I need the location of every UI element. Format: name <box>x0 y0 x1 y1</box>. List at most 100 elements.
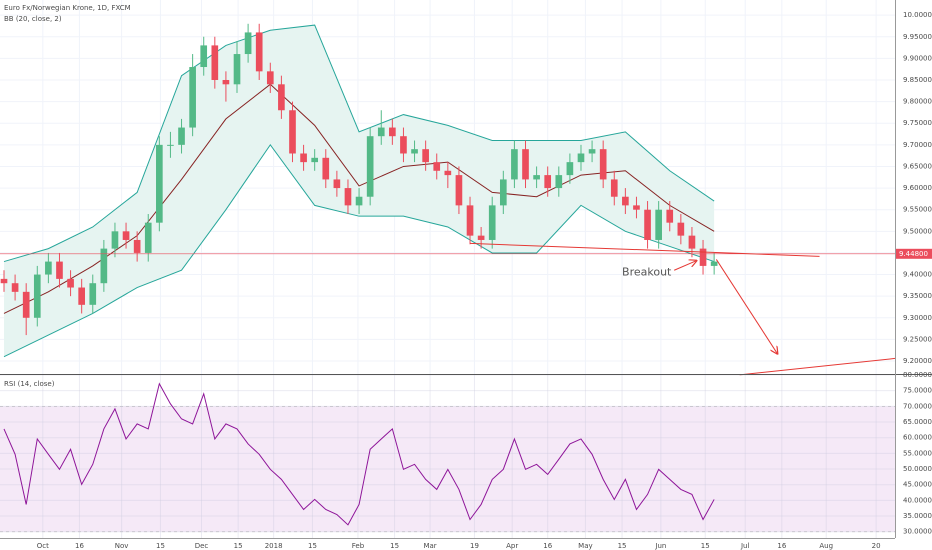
drawn-arrow <box>715 259 777 353</box>
y-tick-label: 9.55000 <box>903 206 932 214</box>
x-tick-label: Oct <box>37 542 49 550</box>
x-tick-label: Aug <box>819 542 833 550</box>
candle-body <box>144 222 152 253</box>
candle-body <box>200 45 208 68</box>
y-tick-label: 9.85000 <box>903 76 932 84</box>
candle-body <box>255 32 263 72</box>
candle-body <box>644 209 651 240</box>
x-tick-label: 20 <box>872 542 881 550</box>
candle-body <box>622 196 629 206</box>
x-tick-label: 15 <box>701 542 710 550</box>
y-tick-label: 9.20000 <box>903 357 932 365</box>
candle-body <box>610 179 618 197</box>
x-tick-label: Jul <box>740 542 750 550</box>
candle-body <box>522 149 529 180</box>
candle-body <box>455 175 463 206</box>
candle-body <box>178 127 185 145</box>
x-tick-label: 15 <box>618 542 627 550</box>
y-tick-label: 9.25000 <box>903 335 932 343</box>
y-tick-label: 9.75000 <box>903 119 932 127</box>
x-tick-label: 2018 <box>265 542 283 550</box>
candle-body <box>0 278 8 284</box>
candle-body <box>278 84 285 111</box>
drawn-line <box>739 357 896 376</box>
candle-body <box>156 144 163 223</box>
candle-body <box>688 235 696 249</box>
candle-body <box>167 144 174 146</box>
y-tick-label: 9.95000 <box>903 33 932 41</box>
y-tick-label: 35.0000 <box>903 512 932 520</box>
y-tick-label: 9.40000 <box>903 271 932 279</box>
candle-body <box>710 261 718 266</box>
x-tick-label: Apr <box>506 542 518 550</box>
bb-middle <box>3 83 715 314</box>
x-tick-label: 15 <box>234 542 243 550</box>
y-tick-label: 9.30000 <box>903 314 932 322</box>
drawn-line <box>470 242 820 257</box>
candle-body <box>244 32 252 55</box>
y-tick-label: 30.0000 <box>903 528 932 536</box>
y-tick-label: 75.0000 <box>903 387 932 395</box>
candle-body <box>22 291 30 318</box>
candle-body <box>322 157 330 180</box>
x-tick-label: Nov <box>115 542 129 550</box>
candle-body <box>289 110 296 154</box>
y-tick-label: 45.0000 <box>903 481 932 489</box>
x-tick-label: Feb <box>352 542 365 550</box>
x-tick-label: 15 <box>390 542 399 550</box>
candle-body <box>566 162 574 176</box>
x-tick-label: Jun <box>654 542 666 550</box>
candle-body <box>666 209 674 223</box>
bb-lower <box>3 143 715 358</box>
x-tick-label: 15 <box>308 542 317 550</box>
candle-body <box>266 71 274 85</box>
candle-body <box>677 222 685 236</box>
indicator-label: BB (20, close, 2) <box>4 15 62 23</box>
candle-body <box>133 239 141 253</box>
candle-body <box>78 287 85 305</box>
candle-body <box>466 205 474 236</box>
candle-body <box>588 149 596 154</box>
candle-body <box>633 205 640 210</box>
candle-body <box>122 231 130 240</box>
y-tick-label: 9.80000 <box>903 98 932 106</box>
candle-body <box>511 149 518 180</box>
candle-body <box>488 205 496 240</box>
candle-body <box>499 179 507 206</box>
y-tick-label: 70.0000 <box>903 402 932 410</box>
candle-body <box>67 278 74 288</box>
candle-body <box>89 283 97 305</box>
candle-body <box>189 67 196 128</box>
rsi-label: RSI (14, close) <box>4 380 55 388</box>
x-tick-label: 16 <box>75 542 84 550</box>
y-tick-label: 9.70000 <box>903 141 932 149</box>
candle-body <box>111 231 119 249</box>
candle-body <box>433 162 441 171</box>
x-tick-label: 19 <box>470 542 479 550</box>
candle-body <box>699 248 707 266</box>
y-tick-label: 55.0000 <box>903 449 932 457</box>
candle-body <box>344 188 352 206</box>
candle-body <box>355 196 363 206</box>
y-tick-label: 10.00000 <box>903 11 932 19</box>
candle-body <box>377 127 385 137</box>
candle-body <box>366 136 374 197</box>
annotation: Breakout <box>622 265 672 278</box>
candle-body <box>333 179 341 189</box>
y-tick-label: 9.60000 <box>903 184 932 192</box>
y-tick-label: 60.0000 <box>903 434 932 442</box>
bb-upper <box>3 24 715 263</box>
x-tick-label: 16 <box>777 542 786 550</box>
candle-body <box>211 45 219 80</box>
candle-body <box>100 248 108 284</box>
y-tick-label: 9.65000 <box>903 162 932 170</box>
x-tick-label: 16 <box>543 542 552 550</box>
candle-body <box>477 235 485 240</box>
candle-body <box>577 153 585 163</box>
x-tick-label: Dec <box>195 542 209 550</box>
drawn-arrow <box>673 261 696 271</box>
y-tick-label: 9.90000 <box>903 54 932 62</box>
candle-body <box>411 149 418 154</box>
rsi-line <box>3 382 715 526</box>
price-tag <box>896 248 932 259</box>
